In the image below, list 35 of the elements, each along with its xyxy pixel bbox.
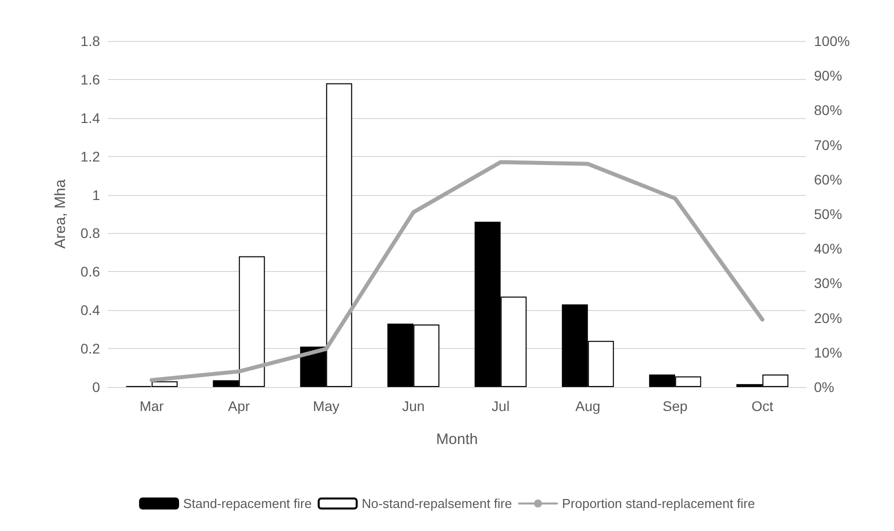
y2-tick-label: 0% bbox=[814, 379, 834, 395]
x-tick-label: Jun bbox=[402, 398, 425, 414]
y-tick-label: 0.2 bbox=[80, 340, 100, 357]
y2-tick-label: 30% bbox=[814, 275, 842, 292]
y-tick-label: 1.6 bbox=[80, 71, 100, 88]
y-tick-label: 0.8 bbox=[80, 225, 100, 242]
y-tick-label: 0 bbox=[92, 379, 100, 395]
y-tick-label: 1 bbox=[92, 186, 100, 203]
y2-tick-label: 70% bbox=[814, 136, 842, 153]
x-tick-label: Apr bbox=[228, 398, 250, 414]
x-axis-title: Month bbox=[436, 431, 478, 448]
x-tick-label: Mar bbox=[140, 398, 164, 414]
y2-tick-label: 80% bbox=[814, 102, 842, 118]
y-tick-label: 1.8 bbox=[80, 33, 100, 49]
y-tick-label: 0.6 bbox=[80, 264, 100, 280]
legend-label: Stand-repacement fire bbox=[183, 496, 312, 511]
x-tick-label: Jul bbox=[492, 398, 510, 414]
y2-tick-label: 60% bbox=[814, 171, 842, 188]
y2-tick-label: 50% bbox=[814, 206, 842, 222]
y2-tick-label: 20% bbox=[814, 310, 842, 326]
y-tick-label: 1.2 bbox=[80, 148, 100, 164]
y2-tick-label: 90% bbox=[814, 68, 842, 84]
x-tick-label: Sep bbox=[662, 398, 688, 414]
y-axis-title: Area, Mha bbox=[52, 178, 69, 249]
y2-tick-label: 100% bbox=[814, 33, 850, 49]
line-series bbox=[150, 160, 764, 382]
x-tick-label: Aug bbox=[575, 398, 600, 414]
x-tick-label: May bbox=[312, 398, 340, 414]
legend-label: Proportion stand-replacement fire bbox=[562, 496, 755, 511]
y2-tick-label: 10% bbox=[814, 344, 842, 360]
y-tick-label: 1.4 bbox=[80, 110, 100, 126]
y-tick-label: 0.4 bbox=[80, 302, 100, 318]
legend-label: No-stand-repalsement fire bbox=[362, 496, 512, 511]
x-tick-label: Oct bbox=[751, 398, 774, 414]
y2-tick-label: 40% bbox=[814, 240, 842, 257]
